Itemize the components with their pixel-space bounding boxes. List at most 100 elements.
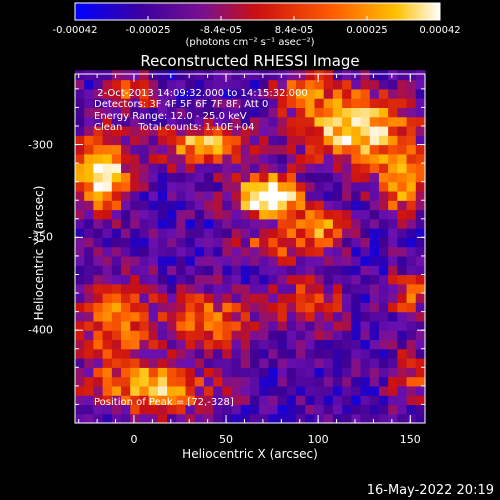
- heatmap-cell: [388, 395, 398, 406]
- heatmap-cell: [157, 367, 168, 378]
- heatmap-cell: [397, 125, 408, 136]
- heatmap-cell: [167, 125, 177, 136]
- heatmap-cell: [102, 200, 113, 211]
- heatmap-cell: [176, 376, 187, 387]
- heatmap-cell: [130, 311, 141, 322]
- heatmap-cell: [286, 293, 297, 303]
- heatmap-cell: [213, 144, 223, 155]
- heatmap-cell: [388, 218, 398, 229]
- heatmap-cell: [378, 367, 389, 378]
- heatmap-cell: [185, 311, 196, 322]
- heatmap-cell: [102, 265, 113, 276]
- heatmap-cell: [250, 98, 260, 109]
- heatmap-cell: [360, 274, 371, 285]
- heatmap-cell: [314, 88, 325, 99]
- heatmap-cell: [84, 144, 95, 155]
- heatmap-cell: [222, 293, 233, 303]
- heatmap-cell: [213, 125, 223, 136]
- heatmap-cell: [185, 320, 196, 331]
- heatmap-cell: [342, 237, 352, 248]
- heatmap-cell: [102, 116, 113, 127]
- heatmap-cell: [84, 172, 95, 183]
- heatmap-cell: [157, 209, 168, 220]
- heatmap-cell: [369, 348, 380, 359]
- heatmap-cell: [415, 88, 426, 99]
- heatmap-cell: [332, 283, 343, 294]
- heatmap-cell: [203, 302, 214, 313]
- heatmap-cell: [157, 153, 168, 164]
- heatmap-cell: [388, 246, 398, 257]
- heatmap-cell: [250, 385, 260, 396]
- heatmap-cell: [130, 135, 141, 146]
- heatmap-cell: [286, 116, 297, 127]
- heatmap-cell: [397, 70, 408, 81]
- heatmap-cell: [121, 395, 131, 406]
- heatmap-cell: [185, 413, 196, 424]
- heatmap-cell: [148, 376, 159, 387]
- heatmap-cell: [332, 265, 343, 276]
- heatmap-cell: [185, 395, 196, 406]
- heatmap-cell: [148, 283, 159, 294]
- heatmap-cell: [203, 385, 214, 396]
- heatmap-cell: [250, 330, 260, 341]
- heatmap-cell: [84, 246, 95, 257]
- heatmap-cell: [250, 218, 260, 229]
- heatmap-cell: [332, 330, 343, 341]
- heatmap-cell: [277, 358, 288, 368]
- heatmap-cell: [121, 255, 131, 266]
- heatmap-cell: [93, 125, 104, 136]
- heatmap-cell: [157, 255, 168, 266]
- heatmap-cell: [93, 172, 104, 183]
- heatmap-cell: [203, 200, 214, 211]
- heatmap-cell: [406, 330, 417, 341]
- heatmap-cell: [268, 395, 279, 406]
- heatmap-cell: [222, 376, 233, 387]
- heatmap-cell: [286, 153, 297, 164]
- heatmap-cell: [360, 255, 371, 266]
- heatmap-cell: [332, 70, 343, 81]
- heatmap-cell: [378, 181, 389, 192]
- heatmap-cell: [332, 135, 343, 146]
- heatmap-cell: [332, 358, 343, 368]
- heatmap-cell: [222, 200, 233, 211]
- heatmap-cell: [75, 144, 85, 155]
- heatmap-cell: [167, 98, 177, 109]
- heatmap-cell: [93, 228, 104, 238]
- heatmap-cell: [369, 228, 380, 238]
- heatmap-cell: [185, 339, 196, 350]
- heatmap-cell: [222, 228, 233, 238]
- heatmap-cell: [360, 107, 371, 118]
- heatmap-cell: [305, 330, 316, 341]
- heatmap-cell: [102, 302, 113, 313]
- heatmap-cell: [415, 218, 426, 229]
- heatmap-cell: [231, 70, 242, 81]
- heatmap-cell: [332, 163, 343, 173]
- heatmap-cell: [185, 302, 196, 313]
- heatmap-cell: [296, 144, 306, 155]
- heatmap-cell: [342, 320, 352, 331]
- heatmap-cell: [93, 116, 104, 127]
- heatmap-cell: [296, 218, 306, 229]
- heatmap-cell: [268, 385, 279, 396]
- heatmap-cell: [157, 125, 168, 136]
- heatmap-cell: [240, 116, 251, 127]
- heatmap-cell: [286, 190, 297, 201]
- heatmap-cell: [286, 367, 297, 378]
- heatmap-cell: [250, 274, 260, 285]
- heatmap-cell: [378, 98, 389, 109]
- heatmap-cell: [406, 339, 417, 350]
- heatmap-cell: [231, 125, 242, 136]
- heatmap-cell: [286, 339, 297, 350]
- heatmap-cell: [222, 348, 233, 359]
- heatmap-cell: [93, 293, 104, 303]
- heatmap-cell: [176, 293, 187, 303]
- heatmap-cell: [268, 218, 279, 229]
- heatmap-cell: [415, 395, 426, 406]
- heatmap-cell: [231, 367, 242, 378]
- heatmap-cell: [406, 255, 417, 266]
- heatmap-cell: [323, 107, 334, 118]
- heatmap-cell: [286, 209, 297, 220]
- heatmap-cell: [213, 70, 223, 81]
- heatmap-cell: [406, 144, 417, 155]
- heatmap-cell: [213, 348, 223, 359]
